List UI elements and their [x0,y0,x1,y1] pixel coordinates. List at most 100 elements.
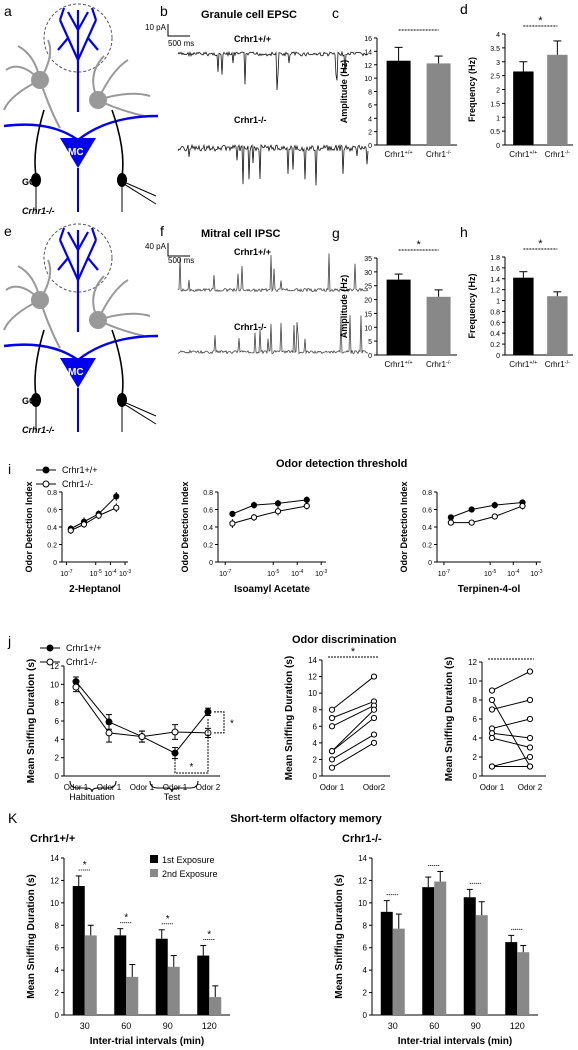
chart-j2-pair-line-4 [331,717,375,752]
chart-i1-ytick-label-3: 0.6 [47,508,57,515]
chart-h-bar-0 [513,277,534,355]
chart-j2-ytick-label-4: 8 [313,706,318,715]
chart-g-bar-1 [426,296,451,355]
chart-g-ytick-label-4: 20 [364,298,372,305]
chart-j3-pair-3-point-1 [526,734,534,742]
chart-j1-series-0-point-3 [171,749,179,757]
chart-i3-ytick-label-3: 0.6 [422,508,432,515]
panel-letter-c: c [332,5,339,21]
chart-i2-series-1-point-1 [250,514,258,521]
chart-k1-ytick-label-1: 2 [55,989,60,998]
chart-i3-series-1-line [450,505,523,524]
chart-c-bar-1 [426,63,451,145]
chart-j3-pair-4-point-1 [526,744,534,751]
chart-j2-pair-3-point-1 [370,706,378,713]
recording-electrode-1 [123,401,157,417]
chart-c-ytick-label-3: 6 [368,103,372,110]
chart-c-ylabel: Amplitude (Hz) [339,60,349,124]
panel-letter-b: b [160,3,168,19]
legend-j-label-1: Crhr1-/- [66,657,97,667]
chart-j1-series-1-line [75,686,209,738]
panel-letter-e: e [4,223,12,239]
chart-j2-xtick-label-1: Odor2 [363,783,386,792]
glomerulus-circle [43,223,113,293]
chart-j2-pair-line-3 [331,709,375,752]
granule-cell-body-left [31,71,49,89]
chart-d-ylabel: Frequency (Hz) [467,57,477,122]
chart-i1-xtick-label-3: 10-3 [119,569,131,578]
chart-j3-pair-line-5 [491,756,531,767]
trace-line [177,315,369,355]
chart-i3-series-1-point-0 [447,519,454,526]
mitral-tuft-branch-1 [58,19,80,61]
chart-i2-xtick-label-0: 10-7 [219,569,231,578]
chart-i1-ytick-label-0: 0 [53,560,57,567]
chart-i1-xtick-label-1: 10-5 [90,569,102,578]
chart-j1-series-1-point-2 [138,733,146,741]
chart-g-xtick-label-1: Crhr1-/- [426,360,451,369]
chart-d-ytick-label-4: 2 [496,88,500,95]
chart-i2-series-1-line [232,505,307,524]
chart-j2-ylabel: Mean Sniffing Duration (s) [284,656,295,780]
chart-i1-xlabel: 2-Heptanol [69,584,121,595]
chart-j3-pair-4-point-0 [488,734,496,742]
chart-j1-ytick-label-3: 6 [55,717,60,726]
panel-letter-f: f [160,223,164,239]
legend-i-marker-1 [42,480,50,488]
panel-f-scale-x: 500 ms [168,256,194,265]
chart-g-ytick-label-7: 35 [364,256,372,263]
trace-panel-f [167,243,369,355]
chart-i3-series-1-point-1 [468,519,475,526]
chart-i1-series-1-point-1 [80,521,88,528]
mitral-tuft-branch-3 [57,257,69,271]
chart-j2-pair-6-point-1 [370,739,378,746]
panel-letter-j: j [7,633,11,649]
bar-chart-h: h 0 0.2 0.4 0.6 0.8 1 1.2 1.4 1.6 1.8 Frequency (Hz… [460,224,573,369]
chart-j3-ytick-label-0: 0 [473,772,478,781]
chart-k1-series-1-bar-1 [126,976,139,1015]
chart-g-bar-0 [386,279,411,355]
chart-d-ytick-label-8: 4 [496,32,500,39]
chart-k2-ytick-label-2: 4 [363,966,368,975]
chart-k2-series-0-bar-3 [505,942,518,1015]
panel-k-title: Short-term olfactory memory [230,813,382,825]
chart-g-sig-star: * [416,239,421,251]
chart-h-ytick-label-2: 0.4 [490,331,500,338]
chart-j2-ytick-label-3: 6 [313,722,318,731]
chart-k2-xlabel: Inter-trial intervals (min) [398,1036,512,1047]
chart-j3-pair-1-point-1 [526,696,534,704]
chart-d-bar-0 [513,71,534,145]
schematic-e-mc-label: MC [68,367,84,378]
panel-j-title: Odor discrimination [292,634,397,646]
chart-i1-ytick-label-1: 0.2 [47,543,57,550]
panel-letter-k: K [8,810,18,826]
chart-i2-ylabel: Odor Detection Index [180,481,190,572]
chart-h-bar-1 [547,296,568,355]
chart-i3-series-0-point-2 [491,502,498,509]
legend-i-label-1: Crhr1-/- [62,479,93,489]
chart-k2-xtick-label-2: 90 [471,1021,481,1031]
chart-g-ytick-label-1: 5 [368,339,372,346]
chart-i2-series-0-point-2 [274,500,282,507]
panel-b-scale-y: 10 pA [145,23,167,32]
paired-chart-j2: 0 2 4 6 8 10 12 14 Mean Sniffing Duration (s) Odo… [284,646,390,792]
chart-d-xtick-label-0: Crhr1+/+ [509,150,537,159]
chart-k1-sig-star-3: * [207,929,211,940]
chart-j2-ytick-label-2: 4 [313,739,318,748]
chart-j2-ytick-label-5: 10 [308,689,317,698]
chart-j2-pair-1-point-0 [328,714,336,722]
panel-j-test-label: Test [164,792,181,802]
panel-k-left-genotype: Crhr1+/+ [30,833,75,845]
chart-i3-series-0-point-0 [447,514,454,521]
chart-k1-xtick-label-2: 90 [163,1021,173,1031]
legend-k-swatch-0 [150,855,158,863]
schematic-e-gc-label: GC [22,396,36,406]
chart-k2-series-1-bar-2 [475,915,488,1015]
chart-j3-ytick-label-6: 12 [468,658,477,667]
chart-j1-ytick-label-5: 10 [50,680,59,689]
mitral-tuft-branch-2 [76,19,98,61]
mitral-tuft-branch-3 [57,37,69,51]
legend-j-marker-1 [46,658,54,666]
chart-k1-ytick-label-5: 10 [50,899,59,908]
chart-j3-pair-line-2 [491,718,531,729]
